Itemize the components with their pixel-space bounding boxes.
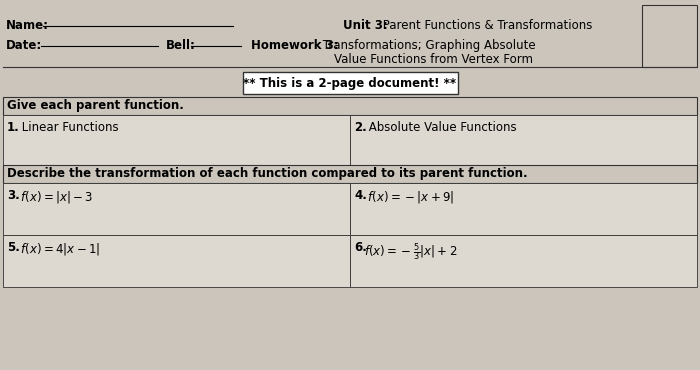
Bar [242,72,458,94]
Text: ** This is a 2-page document! **: ** This is a 2-page document! ** [244,77,456,90]
Bar [3,115,350,165]
Text: Unit 3:: Unit 3: [343,19,388,32]
Text: Value Functions from Vertex Form: Value Functions from Vertex Form [334,53,533,66]
Text: Give each parent function.: Give each parent function. [7,100,184,112]
Text: 6.: 6. [354,241,367,254]
Text: Homework 3:: Homework 3: [251,39,339,52]
Text: $f(x)=|x|-3$: $f(x)=|x|-3$ [17,189,93,205]
Text: $f(x)=-|x+9|$: $f(x)=-|x+9|$ [364,189,454,205]
Text: 1.: 1. [7,121,20,134]
Text: $f(x)=4|x-1|$: $f(x)=4|x-1|$ [17,241,100,257]
Bar [3,183,350,235]
Bar [350,235,697,287]
Bar [3,235,350,287]
Text: Transformations; Graphing Absolute: Transformations; Graphing Absolute [319,39,536,52]
Bar [350,183,697,235]
Text: 4.: 4. [354,189,367,202]
Text: Absolute Value Functions: Absolute Value Functions [365,121,517,134]
Bar [642,5,697,67]
Text: 2.: 2. [354,121,367,134]
Bar [3,5,697,67]
Text: Linear Functions: Linear Functions [18,121,118,134]
Text: $f(x)=-\frac{5}{3}|x|+2$: $f(x)=-\frac{5}{3}|x|+2$ [364,241,458,263]
Text: Parent Functions & Transformations: Parent Functions & Transformations [379,19,592,32]
Bar [3,165,697,183]
Text: Date:: Date: [6,39,42,52]
Bar [3,97,697,115]
Text: 3.: 3. [7,189,20,202]
Bar [350,115,697,165]
Text: Bell:: Bell: [166,39,196,52]
Text: 5.: 5. [7,241,20,254]
Text: Describe the transformation of each function compared to its parent function.: Describe the transformation of each func… [7,168,528,181]
Text: Name:: Name: [6,19,49,32]
